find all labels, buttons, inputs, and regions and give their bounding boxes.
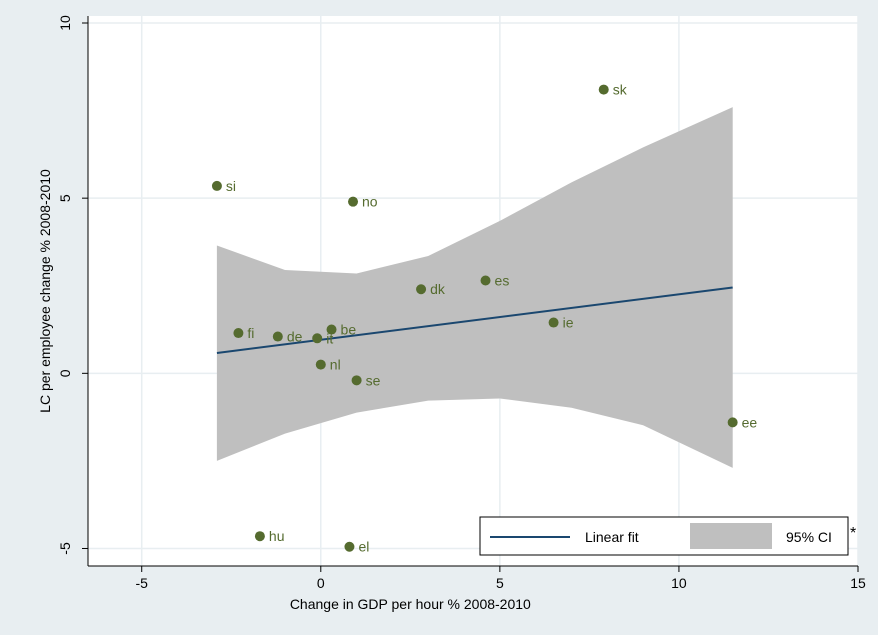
x-tick-label: 10	[671, 575, 687, 591]
fit-line	[216, 286, 733, 354]
legend-label-ci: 95% CI	[786, 529, 832, 545]
point-fi	[233, 328, 244, 339]
annotation-asterisk: *	[850, 525, 856, 542]
point-sk	[598, 84, 609, 95]
point-label-se: se	[366, 372, 381, 388]
point-nl	[315, 359, 326, 370]
ci-band	[216, 107, 733, 468]
y-tick-label: 0	[57, 369, 73, 377]
point-label-nl: nl	[330, 357, 341, 373]
point-label-fi: fi	[247, 325, 254, 341]
point-ee	[727, 417, 738, 428]
point-es	[480, 275, 491, 286]
point-el	[344, 541, 355, 552]
y-tick-label: -5	[57, 542, 73, 555]
axes-layer: -5 0 5 10 15 -5 0 5 10	[57, 15, 866, 591]
legend-area-swatch	[690, 523, 772, 549]
point-label-hu: hu	[269, 528, 285, 544]
point-label-ie: ie	[563, 315, 574, 331]
legend-box	[479, 516, 849, 556]
point-label-el: el	[358, 539, 369, 555]
legend-label-fit: Linear fit	[585, 529, 639, 545]
point-label-no: no	[362, 194, 378, 210]
point-label-it: it	[326, 330, 333, 346]
point-label-si: si	[226, 178, 236, 194]
point-dk	[416, 284, 427, 295]
point-label-ee: ee	[742, 414, 758, 430]
y-axis-title: LC per employee change % 2008-2010	[37, 169, 53, 413]
point-si	[211, 180, 222, 191]
y-tick-label: 5	[57, 194, 73, 202]
point-no	[348, 196, 359, 207]
x-tick-label: -5	[135, 575, 148, 591]
point-label-es: es	[495, 272, 510, 288]
x-tick-label: 5	[496, 575, 504, 591]
point-it	[312, 333, 323, 344]
x-tick-label: 0	[317, 575, 325, 591]
point-label-dk: dk	[430, 281, 446, 297]
point-hu	[254, 531, 265, 542]
legend: Linear fit 95% CI	[479, 516, 849, 556]
point-de	[272, 331, 283, 342]
point-se	[351, 375, 362, 386]
point-ie	[548, 317, 559, 328]
point-be	[326, 324, 337, 335]
point-label-de: de	[287, 329, 303, 345]
y-tick-label: 10	[57, 15, 73, 31]
x-tick-label: 15	[850, 575, 866, 591]
point-label-sk: sk	[613, 82, 628, 98]
point-label-be: be	[341, 322, 357, 338]
x-axis-title: Change in GDP per hour % 2008-2010	[290, 596, 531, 612]
